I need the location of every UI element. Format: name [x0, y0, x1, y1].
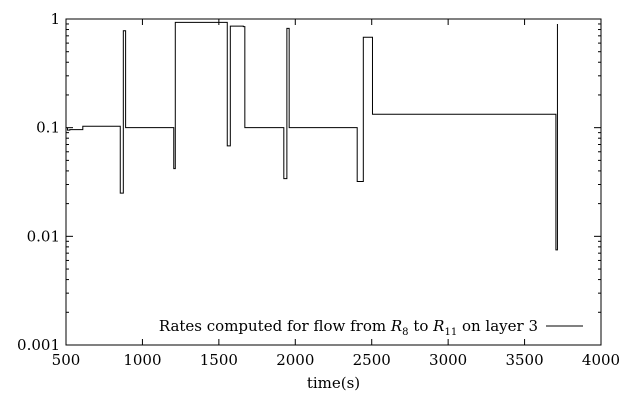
x-tick-label: 2500	[353, 351, 391, 369]
legend-sub-8: 8	[402, 327, 408, 338]
y-tick-label: 0.001	[17, 336, 60, 354]
y-tick-label: 1	[50, 10, 60, 28]
x-tick-label: 2000	[276, 351, 314, 369]
y-tick-label: 0.01	[27, 227, 60, 245]
x-axis-title: time(s)	[307, 374, 360, 392]
tick-labels: 500 1000 1500 2000 2500 3000 3500 4000 0.001 0.01…	[17, 10, 620, 369]
legend: Rates computed for flow from R8 to R11 o…	[159, 317, 583, 338]
x-tick-label: 1000	[123, 351, 161, 369]
legend-middle: to	[409, 317, 434, 335]
legend-var-r11: R	[432, 317, 444, 335]
x-tick-label: 3500	[505, 351, 543, 369]
x-tick-label: 4000	[582, 351, 620, 369]
x-tick-label: 3000	[429, 351, 467, 369]
legend-sub-11: 11	[444, 327, 457, 338]
legend-suffix: on layer 3	[457, 317, 538, 335]
legend-var-r8: R	[390, 317, 402, 335]
x-tick-label: 1500	[200, 351, 238, 369]
plot-frame	[65, 18, 602, 346]
axis-ticks	[65, 18, 602, 346]
legend-label: Rates computed for flow from R8 to R11 o…	[159, 317, 538, 338]
x-tick-label: 500	[52, 351, 81, 369]
series-line	[67, 21, 558, 251]
legend-prefix: Rates computed for flow from	[159, 317, 391, 335]
y-tick-label: 0.1	[36, 119, 60, 137]
